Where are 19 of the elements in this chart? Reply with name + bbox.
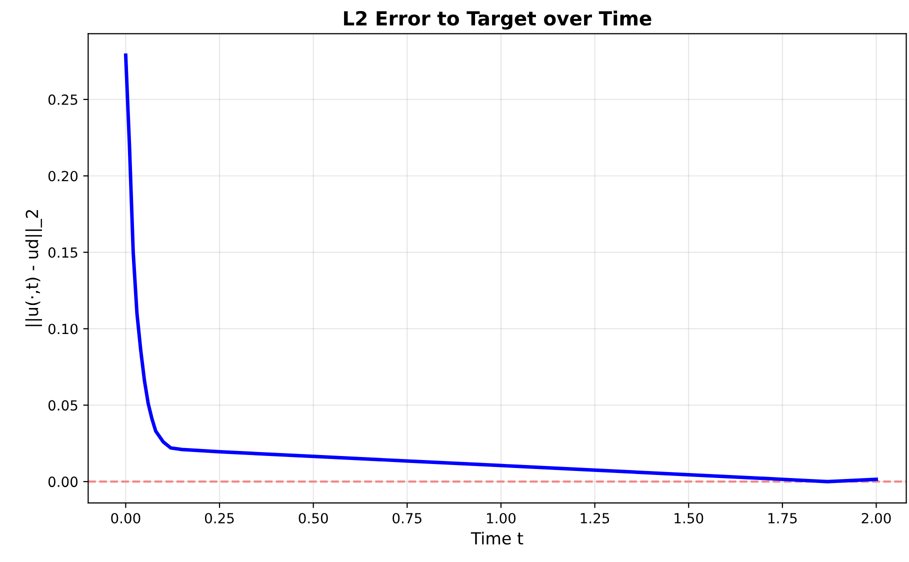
y-tick-label: 0.15 bbox=[48, 247, 78, 258]
x-tick-label: 0.75 bbox=[392, 512, 422, 524]
x-tick-label: 0.25 bbox=[204, 512, 234, 524]
chart-title: L2 Error to Target over Time bbox=[344, 10, 652, 30]
y-axis-title: ||u(·,t) - ud||_2 bbox=[25, 210, 42, 326]
y-tick-label: 0.00 bbox=[48, 476, 78, 488]
x-axis-title: Time t bbox=[470, 532, 524, 545]
x-tick-label: 1.50 bbox=[674, 512, 704, 524]
y-tick-label: 0.05 bbox=[48, 400, 78, 411]
x-tick-label: 0.50 bbox=[298, 512, 328, 524]
x-tick-label: 1.00 bbox=[487, 512, 516, 524]
y-tick-label: 0.20 bbox=[48, 170, 78, 182]
y-tick-label: 0.10 bbox=[48, 324, 78, 334]
x-tick-label: 0.00 bbox=[111, 512, 140, 524]
line-series bbox=[124, 53, 878, 484]
y-tick-label: 0.25 bbox=[48, 94, 78, 105]
x-tick-label: 2.00 bbox=[862, 512, 891, 524]
x-tick-label: 1.75 bbox=[768, 513, 797, 524]
x-tick-label: 1.25 bbox=[580, 512, 610, 524]
